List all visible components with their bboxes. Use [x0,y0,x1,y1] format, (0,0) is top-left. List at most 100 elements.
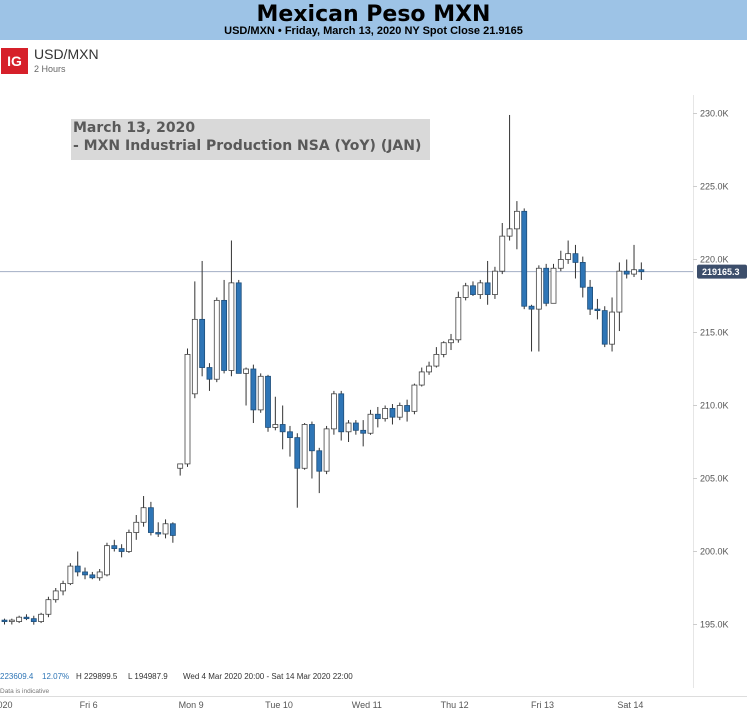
candle-body-down [235,282,242,374]
candle-body-up [60,583,66,592]
candle [631,244,637,278]
candle [623,259,630,279]
candle [177,463,184,476]
candle [389,404,396,425]
candle [30,615,37,625]
y-tick-label: 225.0K [700,182,729,192]
candle-body-up [345,422,352,433]
ig-logo: IG [1,48,28,74]
candle [433,347,440,368]
candle [499,223,506,275]
candle-body-up [228,282,235,371]
candle [572,244,579,279]
candle [440,341,447,358]
candle [206,363,213,391]
candle-body-up [126,532,132,552]
candle [38,612,44,624]
chart-subtitle: USD/MXN • Friday, March 13, 2020 NY Spot… [224,25,523,37]
candle [345,420,352,442]
candle [221,279,228,374]
candle [448,333,454,351]
x-tick-label: Fri 13 [531,700,554,710]
candle [338,390,345,441]
x-tick-label: Tue 10 [265,700,293,710]
candle [470,281,476,296]
candle [257,373,264,413]
candle [360,420,367,447]
x-tick-label: Thu 12 [441,700,469,710]
candle [243,367,249,406]
candle [104,542,110,577]
y-tick-label: 205.0K [700,474,729,484]
candle-body-up [396,405,403,418]
candle-body-up [67,565,74,585]
y-tick-label: 195.0K [700,620,729,630]
candle-body-down [118,548,125,552]
y-tick-label: 230.0K [700,109,729,119]
candle [367,409,374,435]
candle [477,279,484,299]
candle [404,399,411,422]
candle-body-down [623,270,630,275]
candle-body-up [535,267,542,310]
candle [23,614,30,621]
candle-body-down [279,424,286,433]
candle-body-down [155,532,162,535]
candle [162,519,169,539]
candle-body-down [389,408,396,418]
annotation-date: March 13, 2020 [73,120,196,136]
annotation-event: - MXN Industrial Production NSA (YoY) (J… [73,138,422,154]
candle-body-up [191,318,198,395]
candle-body-up [433,353,440,367]
grid-layer [0,95,747,697]
candle-body-up [411,384,418,412]
candle-body-down [1,619,8,622]
disclaimer: Data is indicative [0,688,50,695]
candle [557,250,564,272]
axis-layer: 195.0K 200.0K 205.0K 210.0K 215.0K 220.0K 225.… [0,109,747,710]
candle-body-down [360,429,367,434]
x-tick-label: Mar 2020 [0,700,13,710]
candle [228,240,235,377]
candle-body-down [206,367,213,380]
chart-title: Mexican Peso MXN [256,2,491,27]
candle-body-up [8,619,15,622]
candle-body-down [528,305,535,310]
x-tick-label: Wed 11 [352,700,382,710]
candle-layer [1,114,645,625]
candle-body-up [213,299,220,380]
candle-body-down [265,375,271,428]
candle-body-up [96,571,103,579]
candle [601,306,608,348]
candle-body-down [352,422,359,431]
candle [309,421,315,479]
candle [45,596,52,618]
candle-body-down [309,424,315,452]
candle [426,361,432,375]
candle [638,262,645,280]
symbol-label: USD/MXN [34,46,99,62]
candle [133,515,140,540]
candle-body-up [140,507,147,523]
candle [484,260,491,305]
candle-body-up [565,253,572,260]
stats-high: H 229899.5 [76,672,118,681]
candle [60,580,66,596]
candle [191,281,198,399]
candle-body-down [147,507,154,533]
candle-body-up [52,590,59,601]
stats-range: Wed 4 Mar 2020 20:00 - Sat 14 Mar 2020 2… [183,672,353,681]
candle [250,364,257,424]
y-tick-label: 210.0K [700,401,729,411]
candle-body-up [133,521,140,533]
candle [74,551,81,577]
candle [418,367,425,387]
candle-body-down [521,210,528,307]
candle [323,425,330,475]
candle [565,240,572,264]
candle [462,282,469,301]
candle-body-down [221,299,228,371]
candle [506,114,513,241]
candle-body-up [477,282,484,295]
